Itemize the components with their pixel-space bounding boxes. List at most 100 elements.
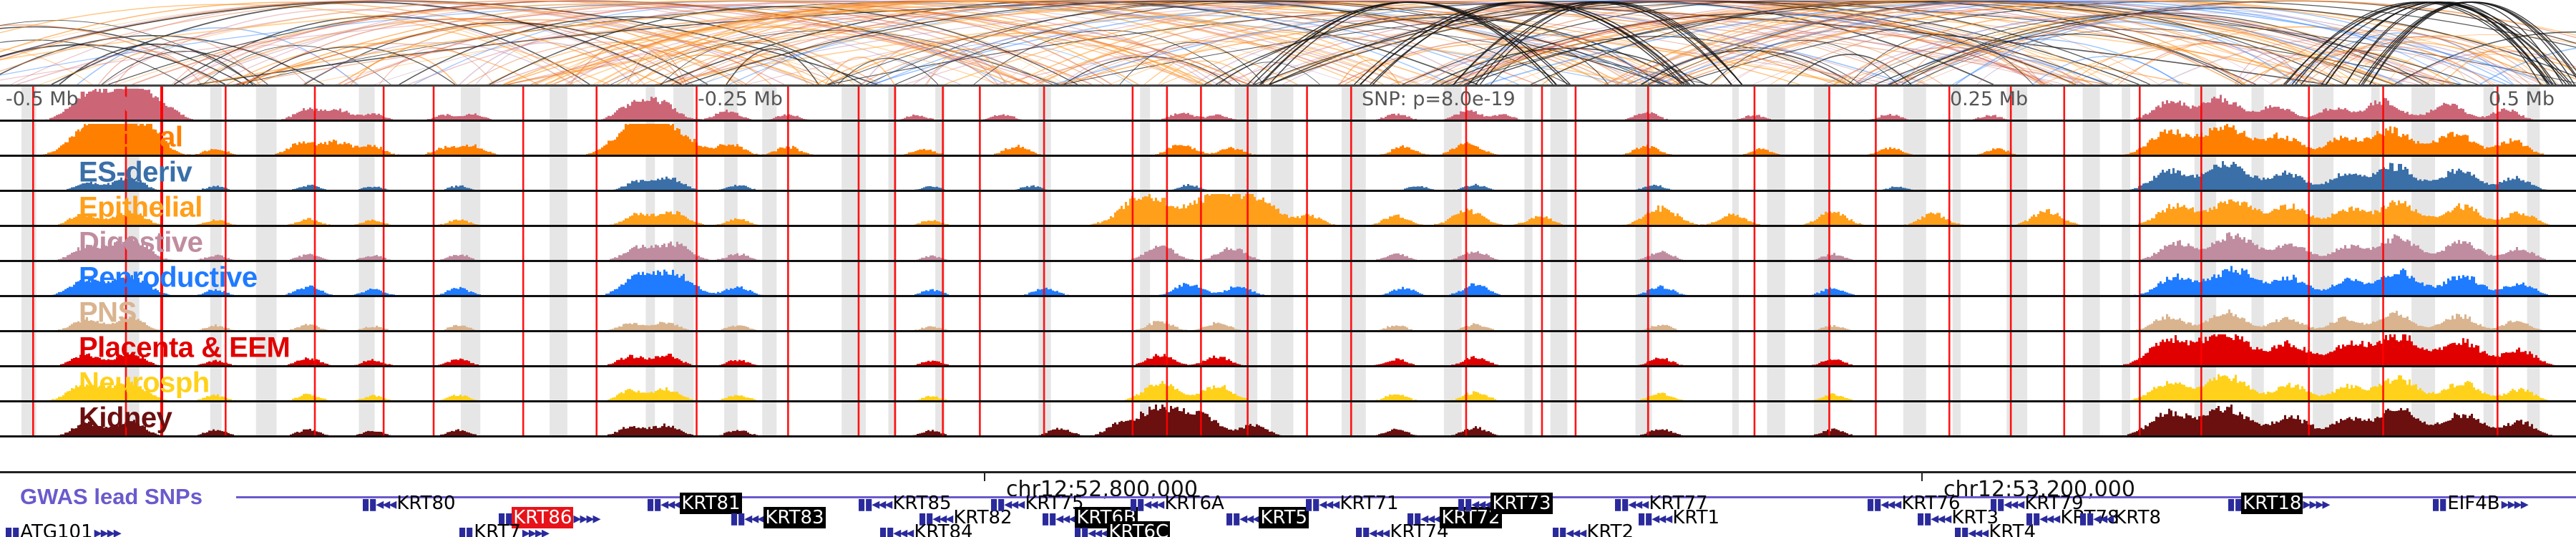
track-signal-canvas [21, 87, 2540, 120]
gene-strand-arrows-icon: ▮▮◂◂◂ [2079, 510, 2114, 528]
gene-label-krt82[interactable]: ▮▮◂◂◂KRT82 [918, 508, 1014, 527]
gene-name: KRT84 [914, 521, 973, 537]
gene-name: KRT75 [1025, 493, 1084, 514]
track-signal-canvas [21, 157, 2548, 190]
gene-name: KRT86 [512, 507, 574, 528]
ruler-label-mid-right: 0.25 Mb [1950, 88, 2029, 110]
track-signal-canvas [21, 402, 2552, 435]
gene-strand-arrows-icon: ▮▮◂◂◂ [1355, 524, 1390, 537]
gene-strand-arrows-icon: ▮▮ [497, 510, 513, 528]
gene-name: KRT7 [474, 521, 521, 537]
gene-strand-arrows-icon: ▮▮◂◂◂ [857, 495, 892, 513]
gene-strand-arrows-icon: ▮▮◂◂◂ [990, 495, 1025, 513]
gene-name: KRT83 [763, 507, 826, 528]
coordinate-tick [984, 471, 985, 481]
gene-label-krt75[interactable]: ▮▮◂◂◂KRT75 [990, 494, 1085, 513]
gene-strand-arrows-icon: ▸▸▸▸ [522, 524, 550, 537]
gene-name: KRT18 [2241, 493, 2303, 514]
gene-strand-arrows-icon: ▮▮◂◂◂ [1551, 524, 1586, 537]
gene-name: ATG101 [20, 521, 93, 537]
gene-name: KRT72 [1440, 507, 1502, 528]
gene-strand-arrows-icon: ▮▮ [4, 524, 20, 537]
signal-track-placenta-eem[interactable]: Placenta & EEM [0, 332, 2576, 367]
gene-strand-arrows-icon: ▮▮◂◂◂ [1637, 510, 1672, 528]
gene-strand-arrows-icon: ▮▮◂◂◂ [1225, 510, 1260, 528]
ruler-label-mid-left: -0.25 Mb [698, 88, 783, 110]
gene-annotation-track: ▮▮ATG101▸▸▸▸ ▮▮◂◂◂KRT80 ▮▮KRT86▸▸▸▸ ▮▮KRT7▸… [0, 493, 2576, 537]
gene-name: KRT78 [2060, 507, 2119, 528]
gene-label-krt84[interactable]: ▮▮◂◂◂KRT84 [879, 523, 975, 537]
signal-track-epithelial[interactable]: Epithelial [0, 192, 2576, 227]
gene-name: KRT73 [1491, 493, 1553, 514]
gene-label-krt74[interactable]: ▮▮◂◂◂KRT74 [1355, 523, 1450, 537]
gene-label-krt86[interactable]: ▮▮KRT86▸▸▸▸ [497, 507, 601, 528]
gene-name: KRT4 [1989, 521, 2036, 537]
signal-track-stromal[interactable]: Stromal [0, 122, 2576, 157]
gene-label-krt3[interactable]: ▮▮◂◂◂KRT3 [1916, 508, 2000, 527]
gene-name: KRT74 [1390, 521, 1449, 537]
gene-strand-arrows-icon: ▮▮◂◂◂ [1866, 495, 1901, 513]
gene-label-krt8[interactable]: ▮▮◂◂◂KRT8 [2079, 508, 2162, 527]
ruler-label-right: 0.5 Mb [2489, 88, 2555, 110]
gwas-lead-snps-row: GWAS lead SNPs [0, 484, 2576, 509]
gene-name: KRT77 [1649, 493, 1708, 514]
gene-name: KRT76 [1901, 493, 1961, 514]
signal-track-heart[interactable]: -0.5 Mb -0.25 Mb SNP: p=8.0e-19 0.25 Mb 0.5 … [0, 87, 2576, 122]
ruler-label-left: -0.5 Mb [6, 88, 79, 110]
gene-name: KRT80 [396, 493, 456, 514]
gene-name: KRT85 [892, 493, 952, 514]
gene-strand-arrows-icon: ▮▮◂◂◂ [1614, 495, 1649, 513]
gene-label-krt72[interactable]: ▮▮◂◂◂KRT72 [1406, 507, 1502, 528]
signal-track-es-deriv[interactable]: ES-deriv [0, 157, 2576, 192]
gene-label-krt83[interactable]: ▮▮◂◂◂KRT83 [730, 507, 826, 528]
gene-label-krt7[interactable]: ▮▮KRT7▸▸▸▸ [458, 521, 550, 537]
gene-strand-arrows-icon: ▮▮ [2227, 495, 2243, 513]
gene-label-krt81[interactable]: ▮▮◂◂◂KRT81 [646, 493, 742, 514]
gene-label-krt18[interactable]: ▮▮KRT18▸▸▸▸ [2227, 493, 2331, 514]
gene-label-krt73[interactable]: ▮▮◂◂◂KRT73 [1457, 493, 1553, 514]
gene-label-krt79[interactable]: ▮▮◂◂◂KRT79 [1989, 494, 2085, 513]
gene-strand-arrows-icon: ▮▮◂◂◂ [1129, 495, 1164, 513]
gene-label-krt1[interactable]: ▮▮◂◂◂KRT1 [1637, 508, 1721, 527]
chromatin-interaction-arcs-panel [0, 0, 2576, 84]
gene-strand-arrows-icon: ▮▮◂◂◂ [2025, 510, 2060, 528]
gene-strand-arrows-icon: ▮▮◂◂◂ [1953, 524, 1989, 537]
gene-label-krt80[interactable]: ▮▮◂◂◂KRT80 [361, 494, 457, 513]
signal-track-pns[interactable]: PNS [0, 297, 2576, 332]
gene-strand-arrows-icon: ▮▮◂◂◂ [361, 495, 396, 513]
signal-tracks-container: -0.5 Mb -0.25 Mb SNP: p=8.0e-19 0.25 Mb 0.5 … [0, 84, 2576, 471]
signal-track-reproductive[interactable]: Reproductive [0, 262, 2576, 297]
gene-label-krt78[interactable]: ▮▮◂◂◂KRT78 [2025, 508, 2121, 527]
gene-name: KRT3 [1951, 507, 1999, 528]
gene-label-krt71[interactable]: ▮▮◂◂◂KRT71 [1304, 494, 1400, 513]
track-signal-canvas [21, 262, 2548, 295]
gene-label-krt85[interactable]: ▮▮◂◂◂KRT85 [857, 494, 953, 513]
gene-name: EIF4B [2447, 493, 2500, 514]
signal-track-digestive[interactable]: Digestive [0, 227, 2576, 262]
gene-strand-arrows-icon: ▸▸▸▸ [94, 524, 122, 537]
gene-label-eif4b[interactable]: ▮▮EIF4B▸▸▸▸ [2431, 493, 2529, 514]
gene-name: KRT81 [680, 493, 742, 514]
gene-label-krt6c[interactable]: ▮▮◂◂◂KRT6C [1073, 521, 1171, 537]
gene-name: KRT8 [2114, 507, 2161, 528]
gene-label-krt4[interactable]: ▮▮◂◂◂KRT4 [1953, 523, 2037, 537]
track-signal-canvas [21, 192, 2550, 225]
track-signal-canvas [21, 122, 2546, 155]
track-signal-canvas [21, 297, 2544, 330]
gene-strand-arrows-icon: ▮▮◂◂◂ [730, 510, 765, 528]
gene-label-atg101[interactable]: ▮▮ATG101▸▸▸▸ [4, 521, 122, 537]
gene-label-krt6a[interactable]: ▮▮◂◂◂KRT6A [1129, 494, 1226, 513]
gene-label-krt77[interactable]: ▮▮◂◂◂KRT77 [1614, 494, 1709, 513]
gene-strand-arrows-icon: ▮▮◂◂◂ [1989, 495, 2024, 513]
gene-label-krt76[interactable]: ▮▮◂◂◂KRT76 [1866, 494, 1962, 513]
track-signal-canvas [21, 367, 2550, 400]
gene-label-krt2[interactable]: ▮▮◂◂◂KRT2 [1551, 523, 1635, 537]
gene-label-krt5[interactable]: ▮▮◂◂◂KRT5 [1225, 507, 1309, 528]
signal-track-neurosph[interactable]: Neurosph [0, 367, 2576, 402]
gene-name: KRT5 [1259, 507, 1309, 528]
signal-track-kidney[interactable]: Kidney [0, 402, 2576, 437]
coordinate-axis-line [0, 471, 2576, 473]
gene-name: KRT6C [1107, 521, 1171, 537]
gene-name: KRT82 [953, 507, 1013, 528]
